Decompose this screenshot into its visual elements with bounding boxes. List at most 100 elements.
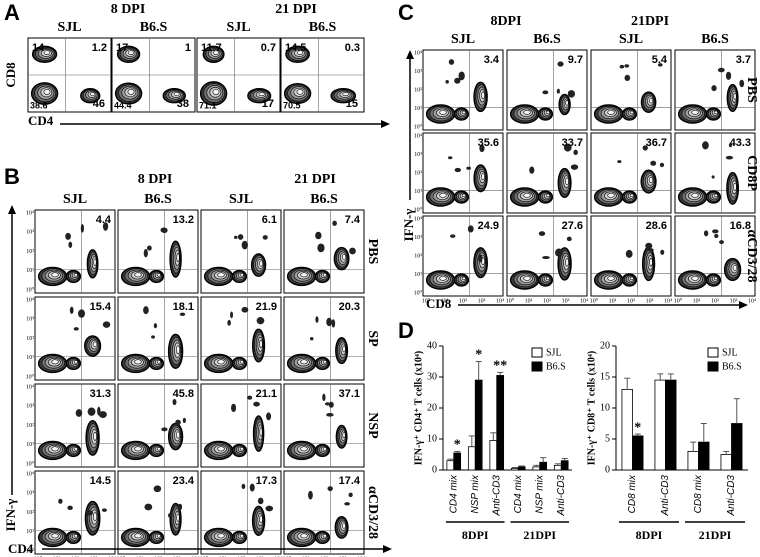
density-contour (607, 275, 615, 281)
density-contour (607, 192, 615, 198)
density-contour (93, 258, 97, 266)
event-cluster (317, 243, 325, 253)
strain: B6.S (310, 192, 338, 207)
x-tick-label: 10³ (478, 298, 486, 304)
event-cluster (234, 235, 238, 240)
x-tick-label: 10⁴ (748, 298, 756, 304)
event-cluster (328, 401, 334, 408)
gate-value: 17.3 (256, 475, 277, 487)
gate-value: 20.3 (339, 301, 360, 313)
quadrant-value: 1.2 (92, 42, 107, 54)
density-contour (439, 275, 447, 281)
group-label: 21DPI (523, 528, 556, 542)
bar (654, 379, 666, 471)
event-cluster (739, 79, 745, 88)
density-contour (439, 192, 447, 198)
density-contour (217, 446, 225, 452)
event-cluster (97, 406, 101, 416)
significance: ** (493, 359, 507, 374)
density-contour (259, 427, 263, 437)
density-contour (523, 109, 531, 115)
quadrant-value: 70.5 (283, 100, 301, 110)
legend-label: B6.S (722, 361, 742, 372)
bar (489, 440, 498, 471)
density-contour (239, 360, 244, 364)
event-cluster (324, 402, 330, 406)
x-tick-label: 10⁰ (506, 297, 515, 304)
density-contour (258, 92, 265, 97)
arrow-head (383, 545, 392, 553)
category-label: Anti-CD3 (660, 475, 671, 517)
density-contour (300, 533, 308, 539)
density-contour (73, 447, 78, 451)
density-contour (565, 258, 569, 267)
y-tick-label: 10¹ (26, 442, 34, 448)
event-cluster (266, 412, 272, 421)
bar (698, 441, 710, 471)
event-cluster (67, 505, 73, 510)
event-cluster (256, 317, 265, 325)
density-contour (461, 193, 466, 198)
event-cluster (573, 149, 578, 155)
row-label: CD8P (744, 155, 759, 191)
strain: B6.S (701, 32, 729, 47)
timepoint: 8 DPI (138, 172, 173, 187)
bar (687, 450, 699, 471)
quadrant-value: 38.6 (30, 100, 48, 110)
density-contour (296, 89, 304, 95)
density-contour (300, 272, 308, 278)
y-tick-label: 10¹ (26, 268, 34, 274)
density-contour (73, 273, 78, 277)
row-label: PBS (365, 239, 380, 265)
row-label: αCD3/28 (365, 486, 380, 539)
y-tick-label: 10⁰ (26, 286, 35, 293)
event-cluster (702, 141, 709, 150)
y-axis-label: IFN-γ⁺ CD8⁺ T cells (x10⁴) (586, 351, 597, 466)
significance: * (454, 438, 461, 453)
gate-value: 23.4 (173, 475, 195, 487)
gate-value: 37.1 (339, 388, 360, 400)
density-contour (691, 192, 699, 198)
bar (560, 460, 569, 471)
gate-value: 21.1 (256, 388, 277, 400)
density-contour (545, 110, 550, 115)
y-tick-label: 10² (26, 336, 34, 342)
event-cluster (247, 395, 253, 400)
event-cluster (168, 512, 173, 519)
y-tick-label: 10⁴ (26, 384, 34, 390)
axis-label: CD8 (3, 62, 18, 88)
x-tick-label: 10⁰ (674, 297, 683, 304)
category-label: CD4 mix (448, 474, 459, 513)
event-cluster (478, 254, 483, 263)
y-tick-label: 10² (26, 249, 34, 255)
y-tick-label: 10³ (414, 69, 422, 75)
event-cluster (326, 413, 334, 417)
density-contour (523, 192, 531, 198)
density-contour (732, 264, 738, 271)
x-tick-label: 10⁰ (590, 297, 599, 304)
y-tick-label: 10² (414, 87, 422, 93)
event-cluster (326, 317, 332, 327)
x-tick-label: 10⁰ (422, 297, 431, 304)
y-tick-label: 10⁴ (414, 50, 422, 56)
y-tick-label: 10³ (26, 491, 34, 497)
quadrant-value: 17 (116, 42, 128, 54)
event-cluster (98, 411, 107, 418)
density-contour (322, 534, 327, 538)
legend-label: SJL (722, 347, 738, 358)
y-tick-label: 20 (427, 402, 437, 413)
row-label: SP (365, 330, 380, 347)
strain: SJL (57, 20, 81, 35)
panel-label: B (4, 164, 20, 189)
density-contour (173, 92, 180, 97)
y-tick-label: 15 (600, 371, 610, 382)
density-contour (259, 339, 263, 349)
x-tick-label: 10¹ (609, 298, 617, 304)
timepoint: 8 DPI (111, 2, 146, 17)
gate-value: 7.4 (345, 214, 361, 226)
x-tick-label: 10² (543, 298, 551, 304)
strain: SJL (63, 192, 87, 207)
density-contour (212, 88, 220, 95)
event-cluster (348, 492, 353, 498)
x-tick-label: 10⁴ (496, 298, 504, 304)
